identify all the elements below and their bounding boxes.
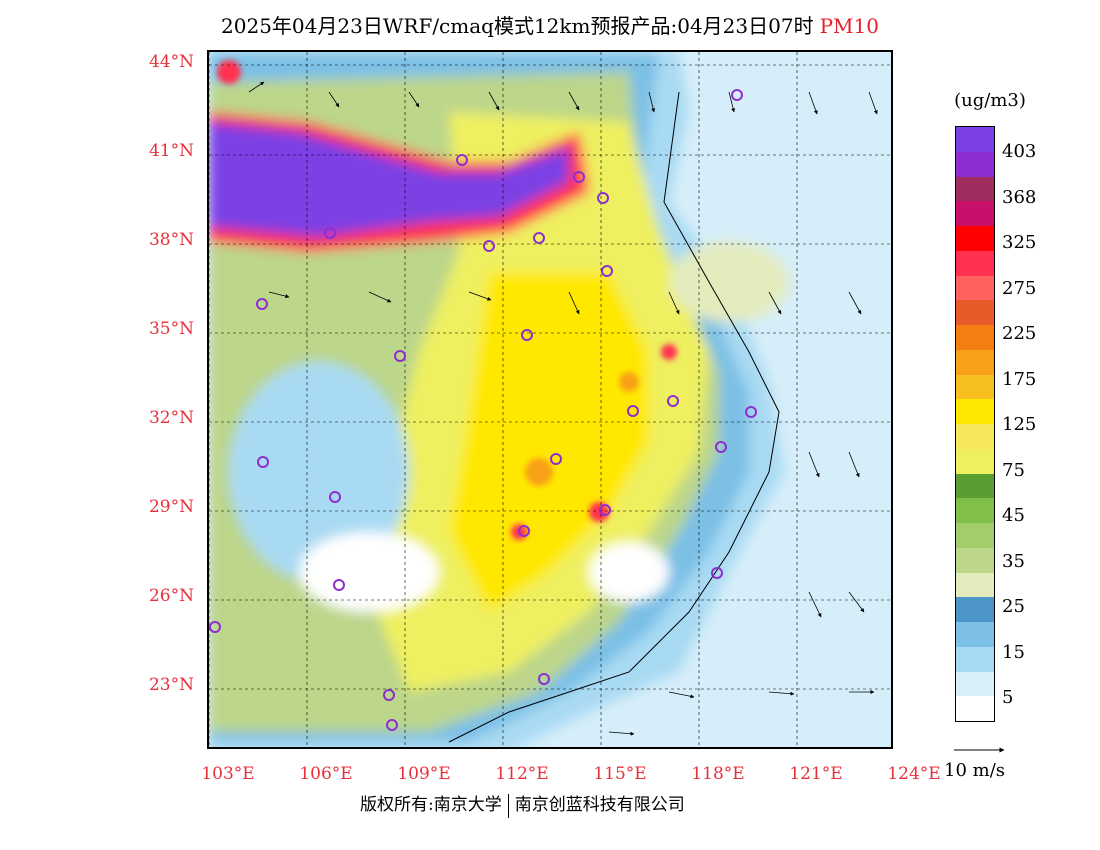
concentration-field (209, 52, 789, 747)
legend-swatch (956, 176, 994, 202)
legend-label: 5 (1002, 687, 1014, 708)
title-text: 2025年04月23日WRF/cmaq模式12km预报产品:04月23日07时 (221, 14, 814, 38)
wind-scale-label: 10 m/s (944, 760, 1005, 781)
color-legend (955, 126, 995, 722)
legend-swatch (956, 374, 994, 400)
legend-swatch (956, 300, 994, 325)
map-canvas (209, 52, 891, 747)
lon-label: 106°E (299, 764, 353, 784)
copyright: 版权所有:南京大学 南京创蓝科技有限公司 (360, 790, 685, 818)
lat-label: 23°N (148, 675, 194, 695)
legend-swatch (956, 275, 994, 301)
lat-label: 41°N (148, 141, 194, 161)
legend-label: 125 (1002, 414, 1037, 435)
wind-scale-arrow (954, 747, 1005, 753)
copyright-right: 南京创蓝科技有限公司 (514, 795, 685, 815)
forecast-map (207, 50, 893, 749)
unit-label: (ug/m3) (954, 90, 1026, 111)
legend-label: 225 (1002, 323, 1037, 344)
legend-label: 15 (1002, 641, 1025, 663)
city-markers (209, 89, 757, 731)
copyright-left: 版权所有:南京大学 (360, 795, 502, 815)
lon-label: 109°E (397, 764, 451, 784)
legend-swatch (956, 498, 994, 523)
legend-swatch (956, 201, 994, 226)
map-title: 2025年04月23日WRF/cmaq模式12km预报产品:04月23日07时 P… (0, 10, 1100, 39)
hotspots (217, 60, 677, 540)
lat-label: 29°N (148, 497, 194, 517)
lat-label: 44°N (148, 52, 194, 72)
lon-label: 103°E (201, 764, 255, 784)
lat-label: 35°N (148, 319, 194, 339)
graticule (209, 52, 891, 747)
lat-label: 26°N (148, 586, 194, 606)
lon-label: 115°E (593, 764, 647, 784)
legend-swatch (956, 523, 994, 548)
legend-swatch (956, 349, 994, 375)
legend-label: 368 (1002, 186, 1037, 208)
legend-swatch (956, 547, 994, 573)
copyright-separator (507, 793, 509, 818)
legend-swatch (956, 622, 994, 647)
lat-label: 32°N (148, 408, 194, 428)
lat-label: 38°N (148, 230, 194, 250)
legend-label: 35 (1002, 550, 1025, 572)
legend-swatch (956, 127, 994, 152)
legend-swatch (956, 424, 994, 449)
legend-swatch (956, 671, 994, 697)
legend-swatch (956, 696, 994, 721)
legend-swatch (956, 572, 994, 598)
legend-label: 175 (1002, 368, 1037, 390)
legend-swatch (956, 448, 994, 474)
legend-label: 25 (1002, 596, 1025, 617)
coastline (448, 91, 780, 743)
legend-swatch (956, 325, 994, 350)
legend-label: 75 (1002, 459, 1025, 481)
legend-label: 403 (1002, 141, 1037, 162)
legend-swatch (956, 646, 994, 672)
legend-swatch (956, 399, 994, 424)
legend-label: 45 (1002, 505, 1025, 526)
lon-label: 121°E (789, 764, 843, 784)
legend-swatch (956, 473, 994, 499)
wind-arrows (248, 81, 878, 736)
legend-label: 275 (1002, 277, 1037, 299)
legend-swatch (956, 597, 994, 622)
legend-swatch (956, 151, 994, 177)
pollutant-label: PM10 (819, 14, 879, 38)
legend-label: 325 (1002, 232, 1037, 253)
lon-label: 118°E (691, 764, 745, 784)
legend-swatch (956, 226, 994, 251)
legend-swatch (956, 250, 994, 276)
lon-label: 112°E (495, 764, 549, 784)
lon-label: 124°E (887, 764, 941, 784)
